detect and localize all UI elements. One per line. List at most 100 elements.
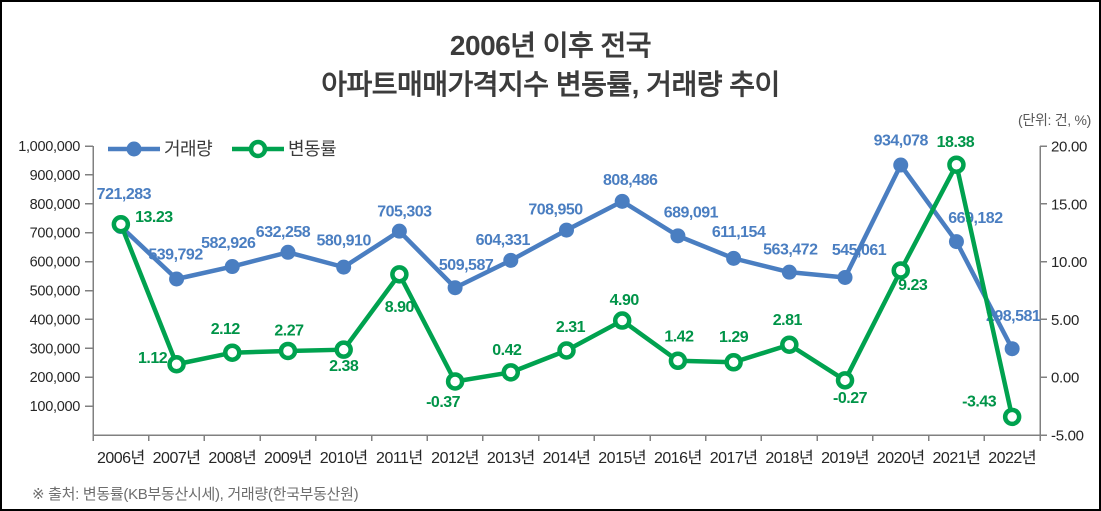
- x-axis-category-label: 2021년: [933, 449, 981, 467]
- volume-point-marker: [1004, 341, 1020, 357]
- left-axis-tick-label: 1,000,000: [18, 139, 80, 155]
- legend-rate-label: 변동률: [288, 139, 336, 159]
- volume-data-label: 934,078: [874, 133, 929, 150]
- volume-data-label: 689,091: [664, 204, 719, 221]
- volume-point-marker: [948, 234, 964, 250]
- legend-volume-marker-icon: [126, 141, 142, 157]
- rate-data-label: 2.27: [274, 322, 304, 339]
- x-axis-category-label: 2011년: [376, 449, 423, 467]
- volume-data-label: 808,486: [603, 172, 658, 189]
- right-axis-tick-label: -5.00: [1051, 428, 1084, 445]
- rate-point-marker: [835, 371, 855, 390]
- rate-point-marker: [612, 311, 632, 330]
- rate-point-marker: [111, 215, 131, 234]
- x-axis-category-label: 2014년: [543, 449, 591, 467]
- rate-data-label: -0.37: [426, 394, 461, 411]
- volume-point-marker: [893, 157, 909, 173]
- rate-point-marker: [390, 265, 409, 284]
- rate-point-marker: [167, 355, 186, 374]
- volume-point-marker: [837, 269, 853, 285]
- rate-point-marker: [724, 353, 743, 372]
- volume-data-label: 539,792: [148, 247, 203, 264]
- x-axis-category-label: 2019년: [821, 449, 869, 467]
- rate-data-label: 8.90: [385, 299, 415, 316]
- legend-volume-label: 거래량: [164, 139, 212, 159]
- rate-data-label: 4.90: [610, 292, 640, 309]
- volume-data-label: 509,587: [439, 257, 494, 274]
- left-axis-tick-label: 100,000: [30, 399, 81, 415]
- volume-data-label: 298,581: [986, 308, 1041, 325]
- x-axis-category-label: 2008년: [208, 449, 256, 467]
- unit-label: (단위: 건, %): [1018, 112, 1091, 128]
- volume-data-label: 582,926: [201, 235, 256, 252]
- volume-point-marker: [391, 223, 407, 239]
- rate-point-marker: [1002, 407, 1022, 427]
- rate-data-label: 1.12: [138, 350, 168, 367]
- volume-data-label: 545,061: [832, 242, 887, 259]
- left-axis-tick-label: 700,000: [30, 226, 81, 242]
- volume-data-label: 580,910: [317, 233, 372, 250]
- volume-data-label: 563,472: [763, 242, 818, 259]
- rate-data-label: 13.23: [135, 209, 173, 226]
- source-note: ※ 출처: 변동률(KB부동산시세), 거래량(한국부동산원): [32, 486, 359, 503]
- x-axis-category-label: 2017년: [710, 449, 758, 467]
- rate-point-marker: [557, 341, 576, 360]
- left-axis-tick-label: 800,000: [30, 197, 81, 213]
- x-axis-category-label: 2020년: [877, 449, 925, 467]
- left-axis-tick-label: 300,000: [30, 341, 81, 357]
- volume-point-marker: [224, 259, 240, 275]
- rate-point-marker: [780, 335, 799, 354]
- rate-data-label: 9.23: [898, 277, 928, 294]
- right-axis-tick-label: 5.00: [1051, 312, 1079, 329]
- volume-point-marker: [781, 264, 797, 280]
- volume-point-marker: [447, 280, 463, 296]
- right-axis-tick-label: 20.00: [1051, 139, 1087, 156]
- rate-point-marker: [334, 340, 353, 359]
- rate-point-marker: [445, 372, 465, 391]
- right-axis-tick-label: 10.00: [1051, 254, 1087, 271]
- chart-title-line1: 2006년 이후 전국: [449, 30, 652, 61]
- rate-data-label: 1.29: [719, 329, 749, 346]
- rate-point-marker: [223, 343, 242, 362]
- x-axis-category-label: 2018년: [765, 449, 813, 467]
- x-axis-category-label: 2010년: [320, 449, 368, 467]
- right-axis-tick-label: 15.00: [1051, 196, 1087, 213]
- volume-point-marker: [503, 252, 519, 268]
- rate-point-marker: [668, 351, 688, 371]
- left-axis-tick-label: 600,000: [30, 255, 81, 271]
- x-axis-category-label: 2009년: [264, 449, 312, 467]
- volume-data-label: 604,331: [476, 232, 531, 249]
- left-axis-tick-label: 200,000: [30, 370, 81, 386]
- x-axis-category-label: 2013년: [487, 449, 535, 467]
- rate-data-label: -3.43: [962, 393, 997, 410]
- volume-point-marker: [336, 259, 352, 275]
- rate-data-label: 1.42: [664, 328, 694, 345]
- volume-point-marker: [670, 228, 686, 244]
- rate-point-marker: [501, 363, 521, 382]
- x-axis-category-label: 2016년: [654, 449, 702, 467]
- x-axis-category-label: 2022년: [988, 449, 1036, 467]
- volume-data-label: 611,154: [712, 224, 766, 241]
- volume-data-label: 721,283: [97, 186, 152, 203]
- volume-data-label: 669,182: [948, 210, 1003, 227]
- rate-data-label: 2.31: [556, 319, 586, 336]
- rate-data-label: 2.81: [773, 312, 803, 329]
- volume-point-marker: [169, 271, 185, 287]
- volume-point-marker: [726, 250, 742, 266]
- left-axis-tick-label: 400,000: [30, 312, 81, 328]
- volume-data-label: 708,950: [528, 202, 583, 219]
- x-axis-category-label: 2012년: [431, 449, 479, 467]
- legend-rate-marker-icon: [248, 139, 268, 159]
- rate-data-label: 0.42: [492, 342, 522, 359]
- volume-point-marker: [614, 193, 630, 209]
- x-axis-category-label: 2015년: [598, 449, 646, 467]
- rate-point-marker: [891, 261, 910, 280]
- volume-data-label: 632,258: [256, 224, 311, 241]
- left-axis-tick-label: 900,000: [30, 168, 81, 184]
- rate-point-marker: [278, 341, 298, 361]
- volume-point-marker: [559, 222, 574, 238]
- volume-point-marker: [280, 244, 296, 260]
- chart-title-line2: 아파트매매가격지수 변동률, 거래량 추이: [321, 69, 780, 100]
